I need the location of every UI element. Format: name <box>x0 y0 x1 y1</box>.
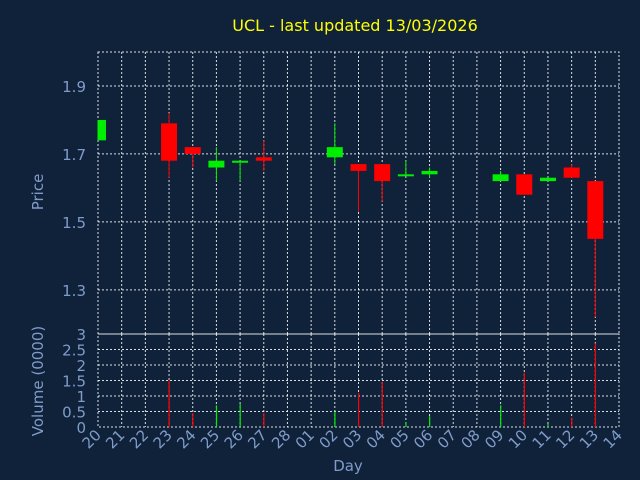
x-tick-label: 03 <box>339 426 365 452</box>
volume-bar <box>547 423 549 427</box>
price-tick-label: 1.5 <box>62 214 86 232</box>
candle-body <box>539 177 556 182</box>
volume-bar <box>381 382 383 427</box>
volume-tick-label: 3 <box>76 326 86 344</box>
volume-axis-label: Volume (0000) <box>29 326 47 436</box>
candle-body <box>184 147 201 154</box>
x-tick-label: 27 <box>244 426 270 452</box>
x-tick-label: 07 <box>434 426 460 452</box>
x-tick-label: 25 <box>197 426 223 452</box>
price-tick-label: 1.7 <box>62 146 86 164</box>
x-tick-label: 28 <box>268 426 294 452</box>
x-tick-label: 08 <box>458 426 484 452</box>
volume-bar <box>571 417 573 427</box>
volume-bar <box>523 372 525 427</box>
x-tick-label: 21 <box>102 426 128 452</box>
candle-body <box>563 167 580 178</box>
x-axis-label: Day <box>333 457 363 475</box>
candle-body <box>374 164 391 182</box>
volume-bar <box>405 422 407 427</box>
volume-bar <box>500 405 502 427</box>
volume-tick-label: 1 <box>76 388 86 406</box>
x-tick-label: 06 <box>410 426 436 452</box>
x-tick-label: 04 <box>363 426 389 452</box>
x-tick-label: 24 <box>173 426 199 452</box>
volume-bars <box>168 343 597 427</box>
x-tick-label: 26 <box>221 426 247 452</box>
candle-body <box>397 174 414 177</box>
price-axis-label: Price <box>29 174 47 211</box>
x-tick-label: 12 <box>552 426 578 452</box>
x-tick-label: 02 <box>315 426 341 452</box>
price-tick-label: 1.3 <box>62 282 86 300</box>
price-tick-label: 1.9 <box>62 78 86 96</box>
volume-bar <box>215 405 218 427</box>
volume-axis: 00.511.522.53 <box>62 326 86 437</box>
volume-tick-label: 1.5 <box>62 373 86 391</box>
volume-bar <box>192 413 194 427</box>
chart-title: UCL - last updated 13/03/2026 <box>232 16 478 35</box>
x-tick-label: 05 <box>386 426 412 452</box>
volume-bar <box>168 380 170 427</box>
volume-tick-label: 0.5 <box>62 404 86 422</box>
candles <box>97 113 604 318</box>
volume-tick-label: 0 <box>76 419 86 437</box>
x-tick-label: 01 <box>292 426 318 452</box>
x-tick-label: 09 <box>481 426 507 452</box>
volume-bar <box>429 416 431 427</box>
candle-body <box>421 170 438 175</box>
candle-body <box>587 181 604 239</box>
volume-tick-label: 2 <box>76 357 86 375</box>
x-tick-label: 11 <box>529 426 555 452</box>
x-axis: 2021222324252627280102030405060708091011… <box>79 426 626 452</box>
candle-body <box>492 174 509 182</box>
volume-bar <box>334 411 336 427</box>
x-tick-label: 23 <box>150 426 176 452</box>
x-tick-label: 14 <box>600 426 626 452</box>
candle-body <box>516 174 533 195</box>
candle-body <box>350 164 367 171</box>
x-tick-label: 10 <box>505 426 531 452</box>
volume-bar <box>594 343 597 427</box>
candle-body <box>98 119 106 141</box>
volume-bar <box>358 392 360 427</box>
volume-tick-label: 2.5 <box>62 342 86 360</box>
candle-body <box>232 160 249 163</box>
candle-body <box>161 123 178 161</box>
candle-body <box>255 157 272 161</box>
candle-body <box>326 147 343 158</box>
x-tick-label: 13 <box>576 426 602 452</box>
price-axis: 1.3 1.5 1.7 1.9 <box>62 78 86 300</box>
volume-bar <box>263 413 265 427</box>
volume-bar <box>239 403 241 427</box>
x-tick-label: 22 <box>126 426 152 452</box>
candle-body <box>208 160 225 168</box>
